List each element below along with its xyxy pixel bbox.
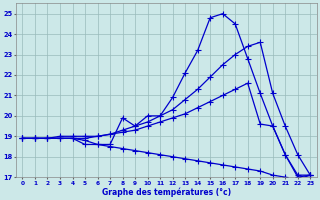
- X-axis label: Graphe des températures (°c): Graphe des températures (°c): [102, 187, 231, 197]
